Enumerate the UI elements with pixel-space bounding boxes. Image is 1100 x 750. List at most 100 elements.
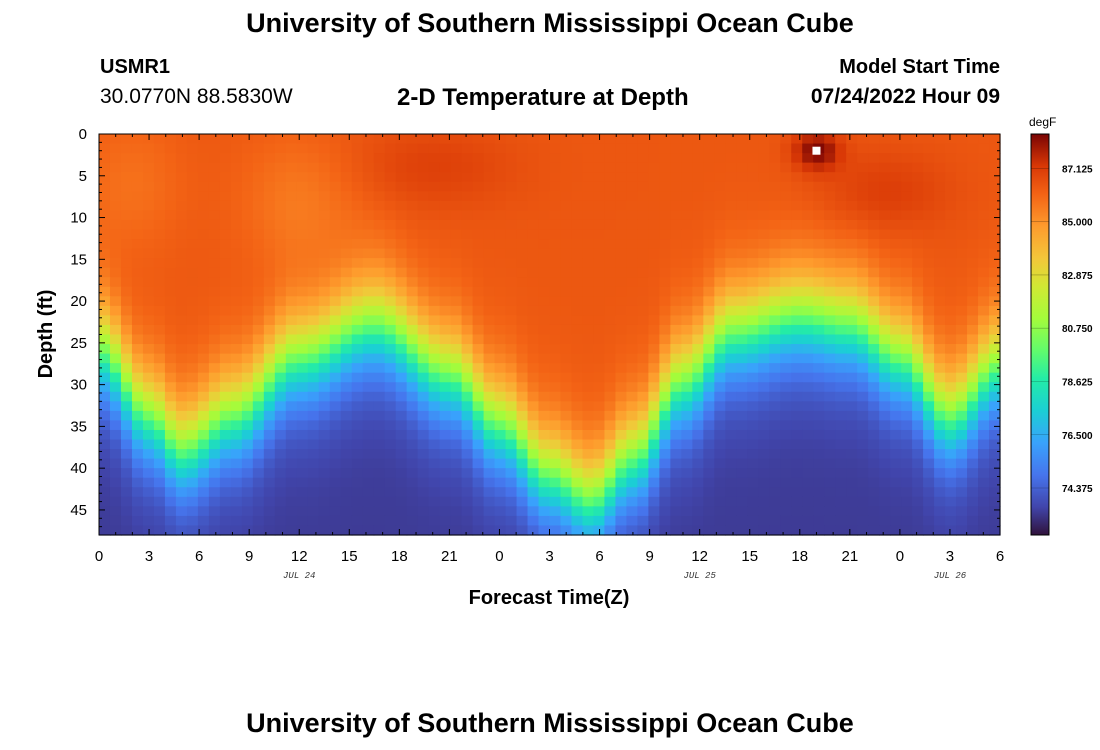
heatmap-cell xyxy=(978,363,990,374)
heatmap-cell xyxy=(560,506,573,517)
heatmap-cell xyxy=(637,496,649,507)
heatmap-cell xyxy=(582,248,595,259)
heatmap-cell xyxy=(99,344,111,355)
heatmap-cell xyxy=(901,239,913,250)
heatmap-cell xyxy=(395,305,408,317)
heatmap-cell xyxy=(626,477,638,488)
heatmap-cell xyxy=(373,239,386,250)
heatmap-cell xyxy=(593,391,606,402)
heatmap-cell xyxy=(725,200,737,211)
heatmap-cell xyxy=(461,458,474,469)
heatmap-cell xyxy=(164,219,177,231)
heatmap-cell xyxy=(780,382,792,393)
heatmap-cell xyxy=(901,401,913,412)
heatmap-cell xyxy=(252,181,265,192)
heatmap-cell xyxy=(516,305,529,317)
heatmap-cell xyxy=(252,391,265,402)
heatmap-cell xyxy=(219,172,232,183)
heatmap-cell xyxy=(736,353,748,364)
heatmap-cell xyxy=(736,315,748,326)
heatmap-cell xyxy=(175,515,188,527)
heatmap-cell xyxy=(901,258,913,269)
heatmap-cell xyxy=(527,334,540,345)
heatmap-cell xyxy=(340,181,353,192)
heatmap-cell xyxy=(912,449,924,460)
heatmap-cell xyxy=(681,420,693,431)
heatmap-cell xyxy=(593,487,606,498)
heatmap-cell xyxy=(670,200,682,211)
heatmap-cell xyxy=(703,363,715,374)
heatmap-cell xyxy=(241,286,254,297)
heatmap-cell xyxy=(373,525,386,536)
heatmap-cell xyxy=(142,468,155,479)
heatmap-cell xyxy=(384,391,397,402)
heatmap-cell xyxy=(967,315,979,326)
heatmap-cell xyxy=(472,344,485,355)
heatmap-cell xyxy=(934,248,946,259)
heatmap-cell xyxy=(384,277,397,288)
heatmap-cell xyxy=(967,277,979,288)
heatmap-cell xyxy=(483,458,496,469)
heatmap-cell xyxy=(208,363,221,374)
heatmap-cell xyxy=(131,134,144,145)
heatmap-cell xyxy=(747,391,759,402)
heatmap-cell xyxy=(373,468,386,479)
heatmap-cell xyxy=(142,162,155,173)
heatmap-cell xyxy=(417,219,430,231)
heatmap-cell xyxy=(461,219,474,231)
heatmap-cell xyxy=(362,315,375,326)
heatmap-cell xyxy=(703,401,715,412)
heatmap-cell xyxy=(516,487,529,498)
heatmap-cell xyxy=(802,449,814,460)
heatmap-cell xyxy=(263,391,276,402)
heatmap-cell xyxy=(692,229,704,240)
heatmap-cell xyxy=(285,382,298,393)
heatmap-cell xyxy=(439,344,452,355)
heatmap-cell xyxy=(747,229,759,240)
heatmap-cell xyxy=(307,219,320,231)
heatmap-cell xyxy=(505,143,518,154)
heatmap-cell xyxy=(725,239,737,250)
heatmap-cell xyxy=(736,153,748,164)
heatmap-cell xyxy=(560,477,573,488)
heatmap-cell xyxy=(835,410,847,422)
heatmap-cell xyxy=(131,382,144,393)
heatmap-cell xyxy=(967,258,979,269)
heatmap-cell xyxy=(549,525,562,536)
heatmap-cell xyxy=(186,468,199,479)
heatmap-cell xyxy=(725,353,737,364)
heatmap-cell xyxy=(428,153,441,164)
heatmap-cell xyxy=(285,258,298,269)
heatmap-cell xyxy=(263,382,276,393)
heatmap-cell xyxy=(131,324,144,336)
heatmap-cell xyxy=(703,219,715,231)
heatmap-cell xyxy=(714,334,726,345)
heatmap-cell xyxy=(219,458,232,469)
heatmap-cell xyxy=(824,134,836,145)
heatmap-cell xyxy=(560,344,573,355)
heatmap-cell xyxy=(362,401,375,412)
heatmap-cell xyxy=(758,143,770,154)
heatmap-cell xyxy=(890,439,902,450)
heatmap-cell xyxy=(901,372,913,383)
heatmap-cell xyxy=(219,525,232,536)
heatmap-cell xyxy=(186,286,199,297)
heatmap-cell xyxy=(703,353,715,364)
heatmap-cell xyxy=(604,439,617,450)
heatmap-cell xyxy=(747,363,759,374)
heatmap-cell xyxy=(142,439,155,450)
heatmap-cell xyxy=(714,210,726,221)
heatmap-cell xyxy=(99,458,111,469)
heatmap-cell xyxy=(208,515,221,527)
heatmap-cell xyxy=(626,143,638,154)
heatmap-cell xyxy=(923,267,935,278)
heatmap-cell xyxy=(747,496,759,507)
heatmap-cell xyxy=(99,239,111,250)
heatmap-cell xyxy=(703,334,715,345)
heatmap-cell xyxy=(626,153,638,164)
heatmap-cell xyxy=(725,363,737,374)
heatmap-cell xyxy=(615,191,628,202)
heatmap-cell xyxy=(538,191,551,202)
heatmap-cell xyxy=(472,515,485,527)
heatmap-cell xyxy=(252,468,265,479)
